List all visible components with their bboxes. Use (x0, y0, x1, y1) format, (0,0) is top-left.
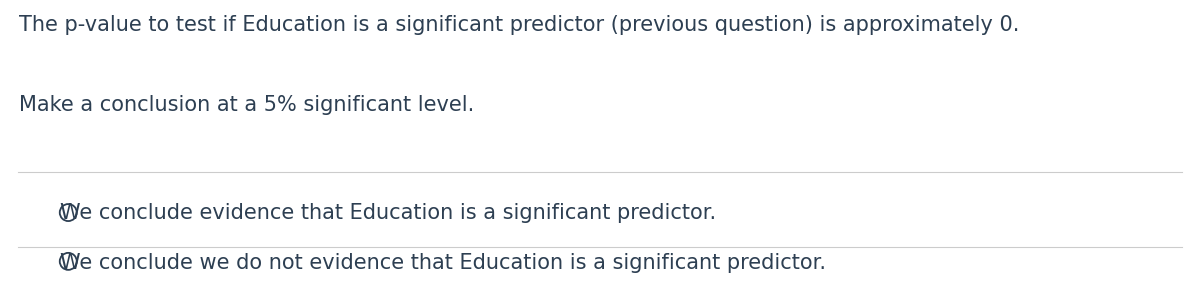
Text: We conclude evidence that Education is a significant predictor.: We conclude evidence that Education is a… (60, 203, 716, 223)
Text: We conclude we do not evidence that Education is a significant predictor.: We conclude we do not evidence that Educ… (60, 253, 826, 273)
Text: The p-value to test if Education is a significant predictor (previous question) : The p-value to test if Education is a si… (19, 15, 1020, 35)
Text: Make a conclusion at a 5% significant level.: Make a conclusion at a 5% significant le… (19, 95, 474, 115)
